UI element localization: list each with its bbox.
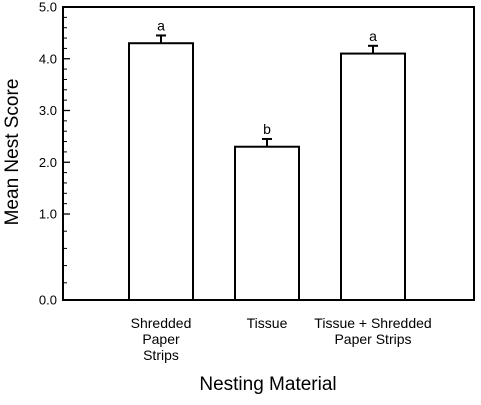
y-tick-label: 1.0 [39,207,57,222]
significance-letter: a [369,28,377,44]
y-tick-label: 4.0 [39,51,57,66]
bar [340,52,406,302]
y-axis: 0.0 1.0 2.0 3.0 4.0 5.0 [39,0,70,308]
significance-letter: a [157,17,165,33]
x-axis-label: Nesting Material [199,374,336,395]
y-axis-label: Mean Nest Score [2,79,23,226]
y-tick-label: 2.0 [39,155,57,170]
bars: a b a [128,17,406,302]
x-tick-labels: Shredded Paper Strips Tissue Tissue + Shredd… [131,315,432,363]
x-tick-label: Tissue + Shredded Paper Strips [314,315,431,347]
significance-letter: b [263,121,271,137]
x-tick-label: Shredded Paper Strips [131,315,192,363]
bar [128,42,194,301]
bar [234,145,300,301]
y-tick-label: 3.0 [39,103,57,118]
x-tick-label: Tissue [247,315,288,331]
y-tick-label: 5.0 [39,0,57,15]
y-tick-label: 0.0 [39,293,57,308]
